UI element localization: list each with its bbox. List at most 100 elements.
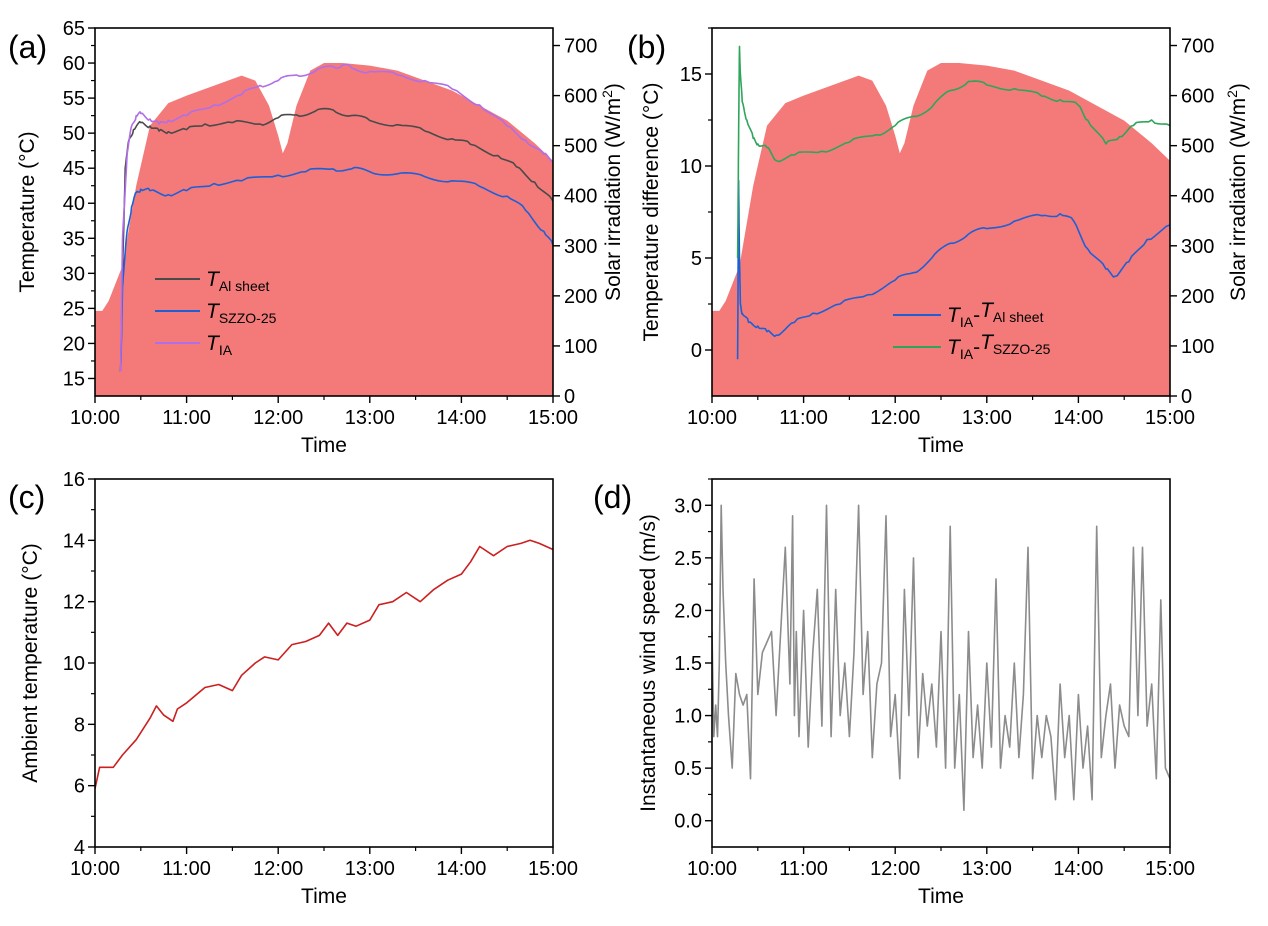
y-tick-label: 8 [74,714,85,736]
panel-d: 10:00 11:00 12:00 13:00 14:00 15:00 Time 0.0 0.5… [593,478,1195,908]
x-tick-label: 14:00 [1053,858,1103,880]
x-tick-label: 10:00 [687,407,737,429]
panel-label: (d) [593,479,632,515]
y-tick-label: 4 [74,837,85,859]
y-tick-label: 10 [63,653,85,675]
y2-tick-label: 600 [564,86,597,108]
y2-tick-label: 700 [1181,36,1214,58]
y2-tick-label: 100 [564,336,597,358]
y-tick-label: 6 [74,776,85,798]
solar-irradiation-area [712,63,1170,396]
y2-axis-title: Solar irradiation (W/m2) [1224,83,1250,301]
y-tick-label: 30 [63,263,85,285]
series-line-0 [736,179,1170,360]
solar-irradiation-area [95,63,553,396]
panel-label: (a) [8,29,47,65]
y-tick-label: 10 [680,156,702,178]
x-tick-label: 13:00 [345,858,395,880]
y2-tick-label: 200 [1181,286,1214,308]
legend-label: TIA-TAl sheet [947,299,1044,330]
y-axis-title: Temperature difference (°C) [640,83,663,342]
y-axis-title: Temperature (°C) [16,131,39,292]
legend-label: TIA-TSZZO-25 [947,331,1051,362]
x-axis-title: Time [918,434,964,457]
panel-label: (b) [627,29,666,65]
x-tick-label: 15:00 [1145,407,1195,429]
y-tick-label: 1.0 [674,706,702,728]
y-tick-label: 60 [63,53,85,75]
y2-tick-label: 100 [1181,336,1214,358]
y-tick-label: 65 [63,18,85,40]
y-tick-label: 5 [691,248,702,270]
y-tick-label: 0 [691,340,702,362]
legend-label: TSZZO-25 [206,300,277,326]
y2-tick-label: 200 [564,286,597,308]
y2-tick-label: 600 [1181,86,1214,108]
x-tick-label: 10:00 [687,858,737,880]
y2-tick-label: 500 [1181,136,1214,158]
y-tick-label: 40 [63,193,85,215]
y-tick-label: 1.5 [674,653,702,675]
x-tick-label: 12:00 [253,407,303,429]
series-line-1 [119,166,553,372]
y2-tick-label: 400 [564,186,597,208]
x-tick-label: 12:00 [253,858,303,880]
y2-tick-label: 0 [564,386,575,408]
y-tick-label: 0.5 [674,758,702,780]
x-axis-title: Time [301,885,347,908]
y-tick-label: 14 [63,530,85,552]
y-tick-label: 15 [680,64,702,86]
y-tick-label: 0.0 [674,811,702,833]
x-axis-title: Time [301,434,347,457]
y-axis-title: Instantaneous wind speed (m/s) [637,514,660,812]
x-tick-label: 13:00 [962,407,1012,429]
x-tick-label: 14:00 [436,407,486,429]
x-tick-label: 14:00 [1053,407,1103,429]
plot-frame [94,478,554,848]
x-axis-title: Time [918,885,964,908]
panel-c: 10:00 11:00 12:00 13:00 14:00 15:00 Time 4 6 8 10 1… [8,469,578,908]
plot-frame [711,478,1171,848]
legend-label: TAl sheet [206,268,270,294]
x-tick-label: 11:00 [779,858,828,880]
x-tick-label: 10:00 [70,858,120,880]
y-tick-label: 35 [63,228,85,250]
y-axis-title: Ambient temperature (°C) [19,543,42,782]
y2-tick-label: 400 [1181,186,1214,208]
x-tick-label: 10:00 [70,407,120,429]
x-tick-label: 11:00 [162,858,211,880]
x-tick-label: 14:00 [436,858,486,880]
y-tick-label: 2.0 [674,600,702,622]
y2-axis-title: Solar irradiation (W/m2) [599,83,625,301]
x-tick-label: 11:00 [779,407,828,429]
y2-tick-label: 300 [1181,236,1214,258]
y-tick-label: 45 [63,158,85,180]
x-tick-label: 11:00 [162,407,211,429]
panel-b: 10:00 11:00 12:00 13:00 14:00 15:00 Time 0 5 10 15… [627,27,1250,457]
y2-tick-label: 700 [564,36,597,58]
y2-tick-label: 300 [564,236,597,258]
y-tick-label: 25 [63,298,85,320]
x-tick-label: 15:00 [1145,858,1195,880]
y-tick-label: 12 [63,592,85,614]
y-tick-label: 3.0 [674,495,702,517]
y-tick-label: 20 [63,333,85,355]
y2-tick-label: 500 [564,136,597,158]
x-tick-label: 12:00 [870,407,920,429]
y2-tick-label: 0 [1181,386,1192,408]
y-tick-label: 50 [63,123,85,145]
legend-label: TIA [206,332,233,358]
x-tick-label: 13:00 [345,407,395,429]
panel-label: (c) [8,479,45,515]
x-tick-label: 12:00 [870,858,920,880]
y-tick-label: 15 [63,368,85,390]
x-tick-label: 15:00 [528,407,578,429]
panel-a: 10:00 11:00 12:00 13:00 14:00 15:00 Time 15 20 25… [8,18,625,457]
y-tick-label: 55 [63,88,85,110]
series-line-0 [119,107,553,372]
series-line-0 [95,539,553,789]
x-tick-label: 15:00 [528,858,578,880]
series-line-0 [712,504,1170,811]
series-line-2 [119,63,553,372]
